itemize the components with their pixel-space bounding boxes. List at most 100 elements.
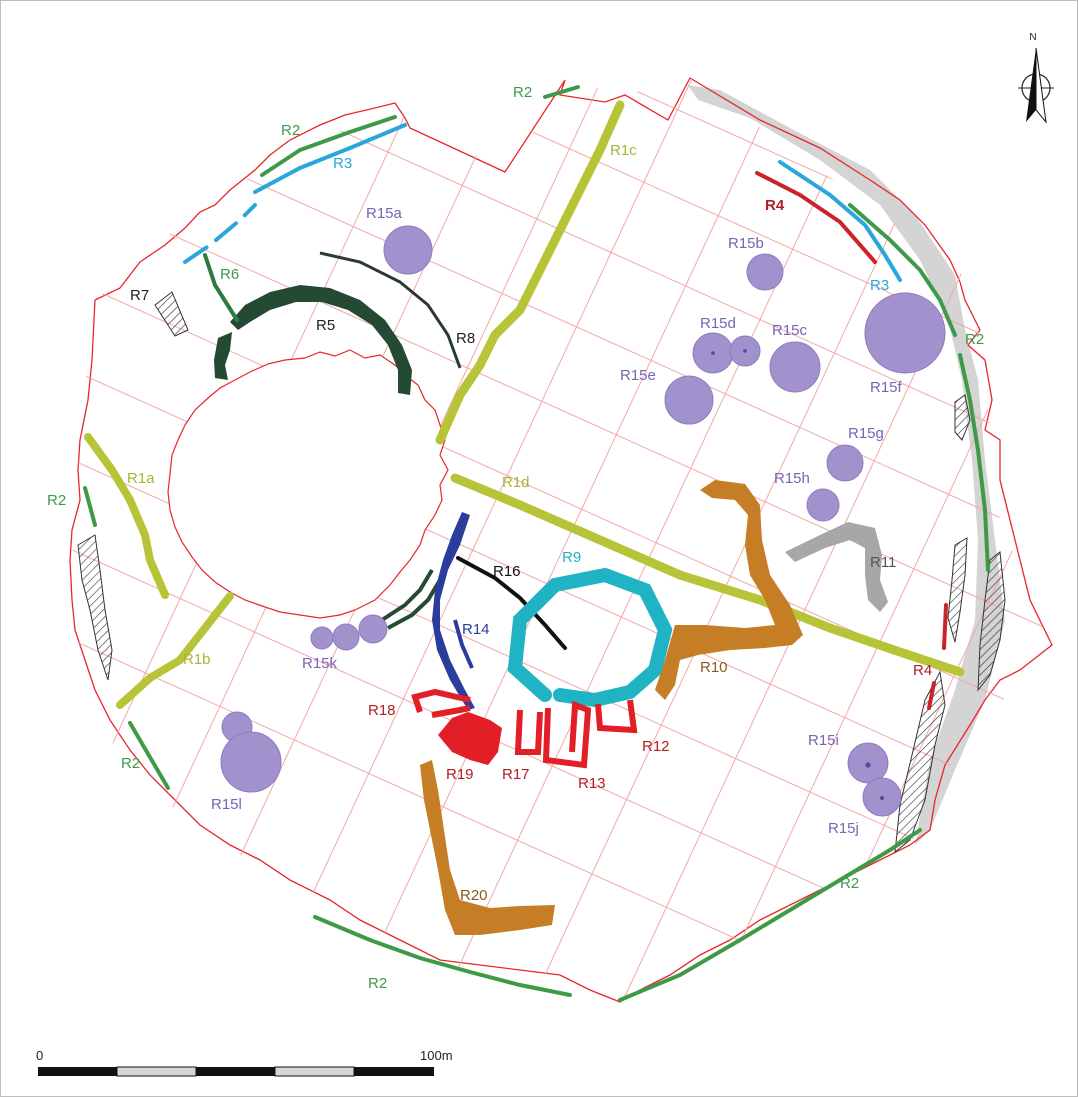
scale-segment [116, 1066, 197, 1077]
R15l-pit [220, 731, 282, 793]
R1-features [84, 100, 965, 709]
R15f-pit [864, 292, 946, 374]
label-R1a: R1a [127, 470, 155, 487]
curved-line [387, 578, 442, 630]
R3-features [183, 123, 902, 282]
label-R1c: R1c [610, 142, 637, 159]
label-R15f: R15f [870, 379, 903, 396]
R14-feature [453, 619, 474, 669]
label-R13: R13 [578, 775, 606, 792]
label-R11: R11 [870, 554, 896, 571]
R6-feature [203, 253, 239, 322]
north-arrow: N [1018, 32, 1054, 124]
R1a-feature [84, 433, 169, 599]
label-R3: R3 [333, 155, 352, 172]
red-features [411, 688, 638, 769]
R9-feature [507, 567, 673, 708]
label-R7: R7 [130, 287, 149, 304]
scale-segment [38, 1067, 117, 1076]
R2-feature [128, 721, 170, 790]
label-R2: R2 [121, 755, 140, 772]
label-R2: R2 [47, 492, 66, 509]
scale-end-label: 100m [420, 1048, 453, 1063]
label-R15i: R15i [808, 732, 839, 749]
R14-feature [432, 512, 475, 710]
R15e-pit [664, 375, 714, 425]
R15g-pit [826, 444, 864, 482]
pit-dot [880, 796, 884, 800]
label-R15a: R15a [366, 205, 403, 222]
label-R2: R2 [513, 84, 532, 101]
label-R2: R2 [965, 331, 984, 348]
label-R14: R14 [462, 621, 490, 638]
R15b-pit [746, 253, 784, 291]
label-R15h: R15h [774, 470, 810, 487]
pit-dot [711, 351, 715, 355]
R5-feature [214, 332, 232, 380]
R15k-pit [358, 614, 388, 644]
hatched-area [947, 537, 968, 643]
R18-feature [411, 688, 471, 713]
R1c-feature [435, 100, 625, 445]
label-R15l: R15l [211, 796, 242, 813]
label-R15g: R15g [848, 425, 884, 442]
label-R6: R6 [220, 266, 239, 283]
R17-feature [514, 709, 543, 755]
R15h-pit [806, 488, 840, 522]
label-R5: R5 [316, 317, 335, 334]
curved-lines [380, 568, 442, 630]
pit-dots [711, 349, 884, 800]
R15k-pit [332, 623, 360, 651]
label-R3: R3 [870, 277, 889, 294]
curved-line [380, 568, 434, 622]
label-R18: R18 [368, 702, 396, 719]
north-label: N [1029, 32, 1036, 43]
hatched-area [154, 291, 189, 337]
R13-feature [542, 700, 592, 769]
R15c-pit [769, 341, 821, 393]
label-R20: R20 [460, 887, 488, 904]
scale-segment [196, 1067, 275, 1076]
R2-feature [260, 115, 397, 177]
R16-feature [456, 556, 567, 650]
R19-feature [438, 712, 502, 765]
label-R10: R10 [700, 659, 728, 676]
R15a-pit [383, 225, 433, 275]
label-R1d: R1d [502, 474, 530, 491]
label-R2: R2 [368, 975, 387, 992]
label-R8: R8 [456, 330, 475, 347]
scale-segment [354, 1067, 434, 1076]
label-R15c: R15c [772, 322, 808, 339]
R3-feature [778, 160, 902, 282]
north-arrow-white-half [1035, 47, 1047, 124]
feature-labels: R2 R2 R3 R1c R4 R15a R15b R6 R3 R7 R5 R8… [47, 84, 984, 992]
R18-feature [431, 705, 471, 718]
R3-feature [253, 123, 407, 194]
site-boundary [69, 77, 1053, 1003]
label-R15k: R15k [302, 655, 338, 672]
R4-feature [942, 603, 948, 650]
label-R9: R9 [562, 549, 581, 566]
label-R15e: R15e [620, 367, 656, 384]
R8-feature [319, 251, 462, 369]
R20-feature [420, 760, 555, 935]
hatched-area [977, 551, 1006, 692]
R2-feature [958, 353, 990, 572]
R2-feature [313, 915, 572, 997]
hatched-area [77, 534, 113, 681]
R4-features [755, 171, 948, 710]
R4-feature [927, 681, 936, 710]
label-R16: R16 [493, 563, 521, 580]
R2-features [83, 85, 990, 1002]
R1d-feature [450, 473, 965, 677]
label-R19: R19 [446, 766, 474, 783]
label-R4: R4 [913, 662, 932, 679]
north-arrow-black-half [1026, 48, 1036, 122]
label-R1b: R1b [183, 651, 211, 668]
label-R12: R12 [642, 738, 670, 755]
R12-feature [595, 699, 638, 734]
R4-feature [755, 171, 877, 264]
R15k-pit [310, 626, 334, 650]
R11-feature [785, 522, 888, 612]
